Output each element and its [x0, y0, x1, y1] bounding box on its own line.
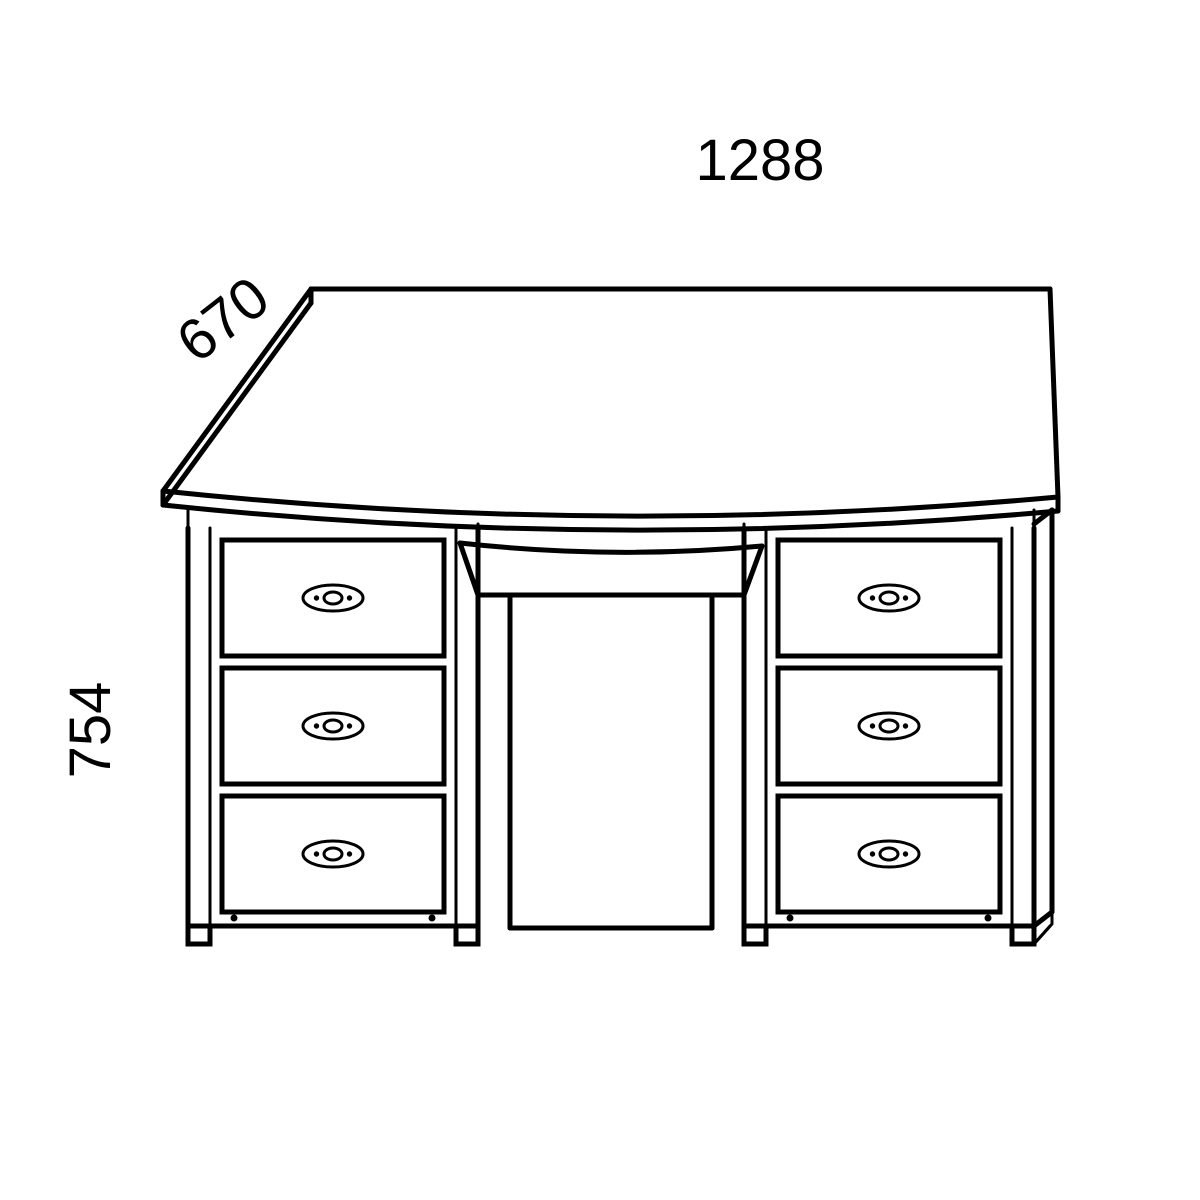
dimension-width: 1288 — [695, 128, 824, 193]
dimension-height: 754 — [58, 682, 123, 779]
desk-technical-drawing: 1288 670 754 — [0, 0, 1200, 1200]
dimension-depth: 670 — [165, 264, 281, 375]
